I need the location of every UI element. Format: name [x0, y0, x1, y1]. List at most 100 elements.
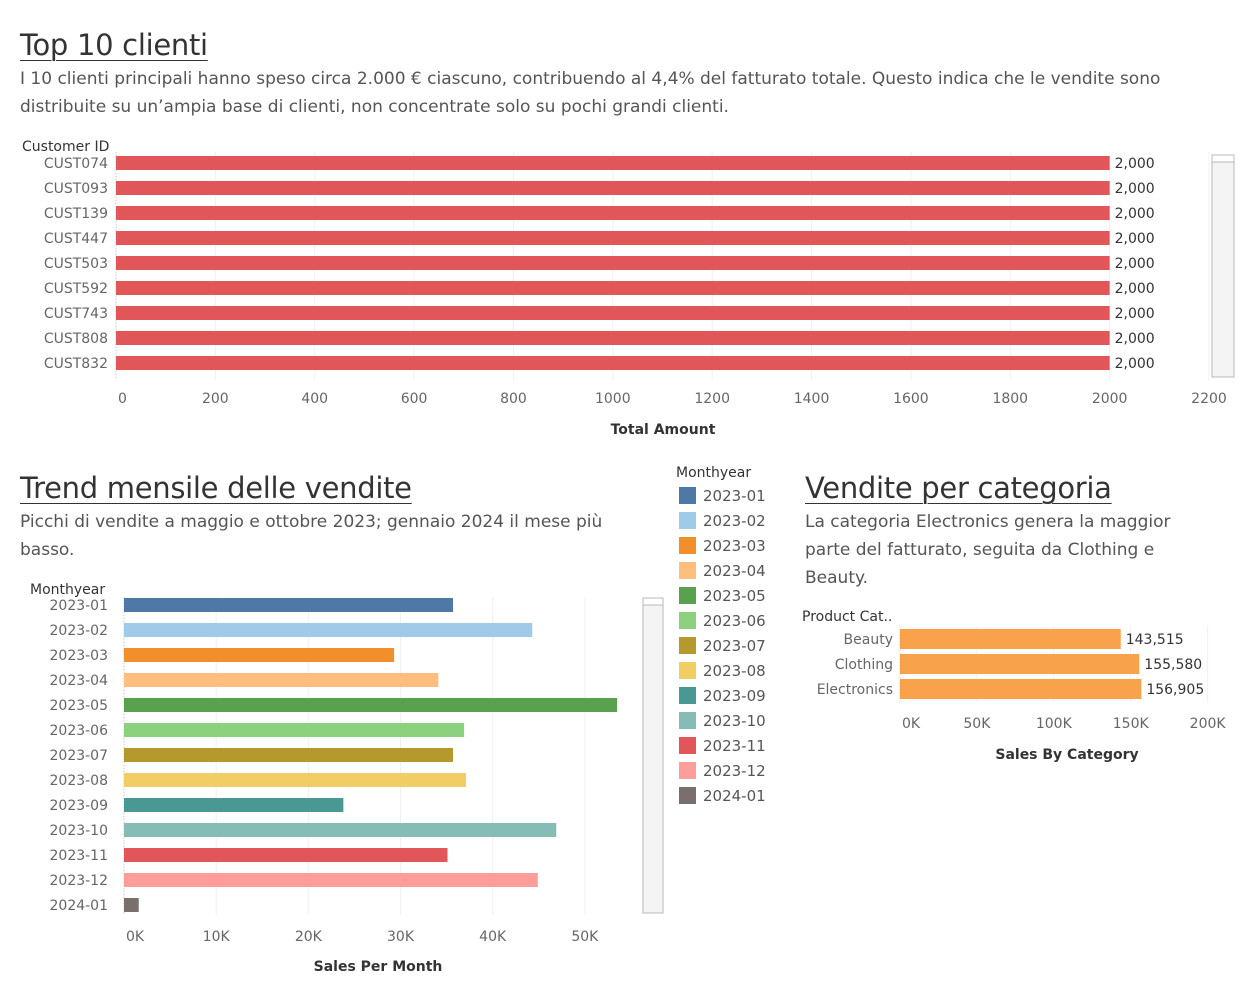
legend-label: 2023-01 [703, 486, 766, 505]
value-label: 2,000 [1115, 231, 1155, 247]
category-label: CUST093 [44, 181, 108, 197]
value-label: 2,000 [1115, 281, 1155, 297]
bar [124, 648, 395, 662]
category-label: 2023-02 [50, 623, 109, 639]
tick-label: 2200 [1191, 391, 1227, 407]
category-label: 2023-11 [50, 848, 109, 864]
legend-item[interactable]: 2023-03 [676, 533, 786, 558]
monthly-trend-subtitle: Picchi di vendite a maggio e ottobre 202… [20, 512, 603, 560]
category-label: 2023-04 [50, 673, 109, 689]
bar [116, 156, 1110, 170]
x-axis-title: Sales By Category [995, 747, 1138, 763]
tick-label: 2000 [1092, 391, 1128, 407]
vertical-scrollbar[interactable] [642, 597, 664, 914]
legend-swatch [679, 687, 696, 704]
legend-item[interactable]: 2023-05 [676, 583, 786, 608]
bar [900, 629, 1121, 649]
category-label: Beauty [844, 632, 893, 648]
legend-item[interactable]: 2024-01 [676, 783, 786, 808]
bar [124, 773, 466, 787]
bar [124, 748, 454, 762]
value-label: 2,000 [1115, 306, 1155, 322]
category-label: CUST808 [44, 331, 108, 347]
legend-item[interactable]: 2023-08 [676, 658, 786, 683]
legend-item[interactable]: 2023-04 [676, 558, 786, 583]
legend-swatch [679, 612, 696, 629]
legend-label: 2023-08 [703, 661, 766, 680]
legend-label: 2023-11 [703, 736, 766, 755]
category-label: CUST832 [44, 356, 108, 372]
bar [116, 256, 1110, 270]
category-label: 2023-08 [50, 773, 109, 789]
value-label: 2,000 [1115, 206, 1155, 222]
row-header: Customer ID [22, 139, 109, 155]
bar [116, 206, 1110, 220]
tick-label: 0K [902, 716, 921, 732]
category-label: 2023-10 [50, 823, 109, 839]
bar [124, 798, 344, 812]
legend-item[interactable]: 2023-02 [676, 508, 786, 533]
tick-label: 1200 [694, 391, 730, 407]
bar [124, 698, 618, 712]
legend-swatch [679, 587, 696, 604]
tick-label: 150K [1113, 716, 1150, 732]
tick-label: 200 [202, 391, 229, 407]
category-label: 2023-03 [50, 648, 109, 664]
category-label: 2023-05 [50, 698, 109, 714]
legend-label: 2023-04 [703, 561, 766, 580]
tick-label: 800 [500, 391, 527, 407]
value-label: 156,905 [1146, 682, 1204, 698]
category-label: CUST592 [44, 281, 108, 297]
legend-swatch [679, 487, 696, 504]
legend-swatch [679, 512, 696, 529]
bar [900, 654, 1140, 674]
legend-swatch [679, 762, 696, 779]
tick-label: 400 [301, 391, 328, 407]
legend-item[interactable]: 2023-12 [676, 758, 786, 783]
category-label: 2023-01 [50, 598, 109, 614]
legend-label: 2023-05 [703, 586, 766, 605]
tick-label: 1600 [893, 391, 929, 407]
category-label: 2023-09 [50, 798, 109, 814]
bar [116, 306, 1110, 320]
category-label: CUST503 [44, 256, 108, 272]
vertical-scrollbar[interactable] [1211, 154, 1235, 378]
value-label: 143,515 [1126, 632, 1184, 648]
bar [124, 598, 454, 612]
legend-swatch [679, 662, 696, 679]
category-label: 2023-12 [50, 873, 109, 889]
tick-label: 0 [118, 391, 127, 407]
legend-label: 2023-02 [703, 511, 766, 530]
scrollbar-thumb[interactable] [642, 597, 664, 606]
tick-label: 50K [963, 716, 991, 732]
legend-item[interactable]: 2023-09 [676, 683, 786, 708]
bar [124, 823, 557, 837]
value-label: 2,000 [1115, 256, 1155, 272]
bar [124, 848, 448, 862]
tick-label: 50K [571, 929, 599, 945]
legend-item[interactable]: 2023-10 [676, 708, 786, 733]
bar [124, 623, 533, 637]
legend-label: 2023-03 [703, 536, 766, 555]
legend-swatch [679, 562, 696, 579]
legend-item[interactable]: 2023-06 [676, 608, 786, 633]
legend-item[interactable]: 2023-01 [676, 483, 786, 508]
tick-label: 0K [126, 929, 145, 945]
legend-swatch [679, 737, 696, 754]
category-label: Clothing [835, 657, 893, 673]
bar [124, 873, 538, 887]
tick-label: 20K [295, 929, 323, 945]
legend-item[interactable]: 2023-07 [676, 633, 786, 658]
scrollbar-thumb[interactable] [1211, 154, 1235, 163]
legend-label: 2023-09 [703, 686, 766, 705]
row-header: Monthyear [30, 582, 105, 598]
legend-item[interactable]: 2023-11 [676, 733, 786, 758]
tick-label: 100K [1036, 716, 1073, 732]
legend-title: Monthyear [676, 465, 752, 481]
category-sales-subtitle: La categoria Electronics genera la maggi… [805, 512, 1171, 588]
legend-swatch [679, 637, 696, 654]
category-label: 2023-07 [50, 748, 109, 764]
category-label: CUST074 [44, 156, 108, 172]
category-label: Electronics [817, 682, 893, 698]
